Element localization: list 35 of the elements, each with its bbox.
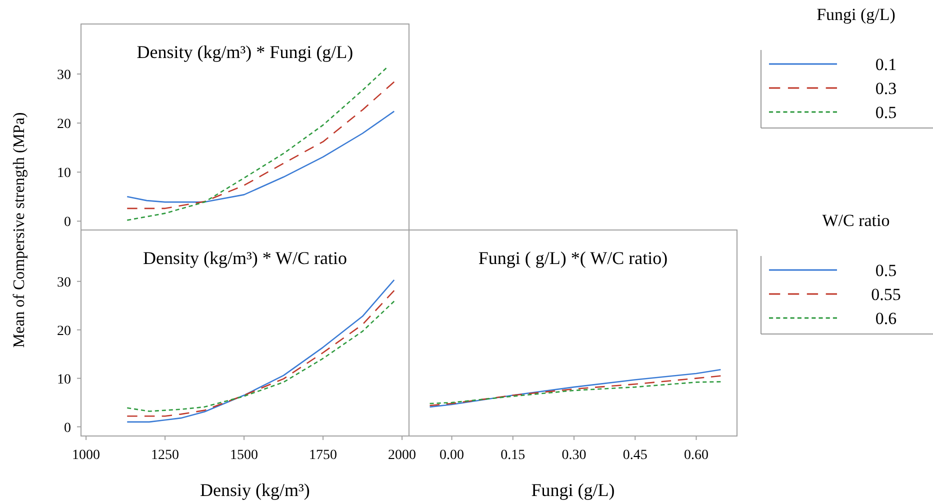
x-tick-label: 1750	[309, 448, 338, 463]
legend-label: 0.6	[875, 309, 897, 328]
text: Density (kg/m³) * W/C ratio	[142, 248, 348, 268]
y-tick-label: 20	[57, 117, 71, 132]
x-tick-label: 0.45	[622, 448, 648, 463]
line-series	[126, 110, 395, 203]
x-tick-label: 1250	[151, 448, 180, 463]
legend-label: 0.55	[871, 285, 901, 304]
x-tick-label: 2000	[388, 448, 416, 463]
line-series	[126, 67, 387, 221]
legend-label: 0.5	[875, 261, 897, 280]
y-tick-label: 30	[57, 275, 71, 290]
x-axis-title: Densiy (kg/m³)	[200, 480, 310, 500]
text: Density (kg/m³) * Fungi (g/L)	[136, 42, 354, 62]
legend-label: 0.5	[875, 103, 897, 122]
legend-title: Fungi (g/L)	[816, 5, 896, 24]
line-series	[126, 81, 395, 210]
y-tick-label: 30	[57, 68, 71, 84]
text: Fungi ( g/L) *( W/C ratio)	[478, 248, 668, 268]
x-tick-label: 0.00	[440, 448, 464, 463]
x-tick-label: 0.30	[562, 448, 586, 463]
x-tick-label: 0.15	[500, 448, 526, 463]
y-tick-label: 10	[57, 372, 71, 388]
x-axis-title: Fungi (g/L)	[531, 480, 615, 500]
legend-label: 0.3	[875, 79, 897, 98]
y-tick-label: 0	[64, 215, 71, 230]
y-tick-label: 0	[64, 420, 71, 436]
x-tick-label: 1000	[72, 448, 100, 463]
x-tick-label: 1500	[230, 448, 258, 463]
legend-label: 0.1	[875, 55, 897, 74]
x-tick-label: 0.60	[684, 448, 709, 463]
y-tick-label: 10	[57, 166, 71, 182]
legend-title: W/C ratio	[822, 211, 890, 230]
y-axis-title: Mean of Compersive strength (MPa)	[11, 112, 28, 348]
y-tick-label: 20	[57, 324, 71, 339]
